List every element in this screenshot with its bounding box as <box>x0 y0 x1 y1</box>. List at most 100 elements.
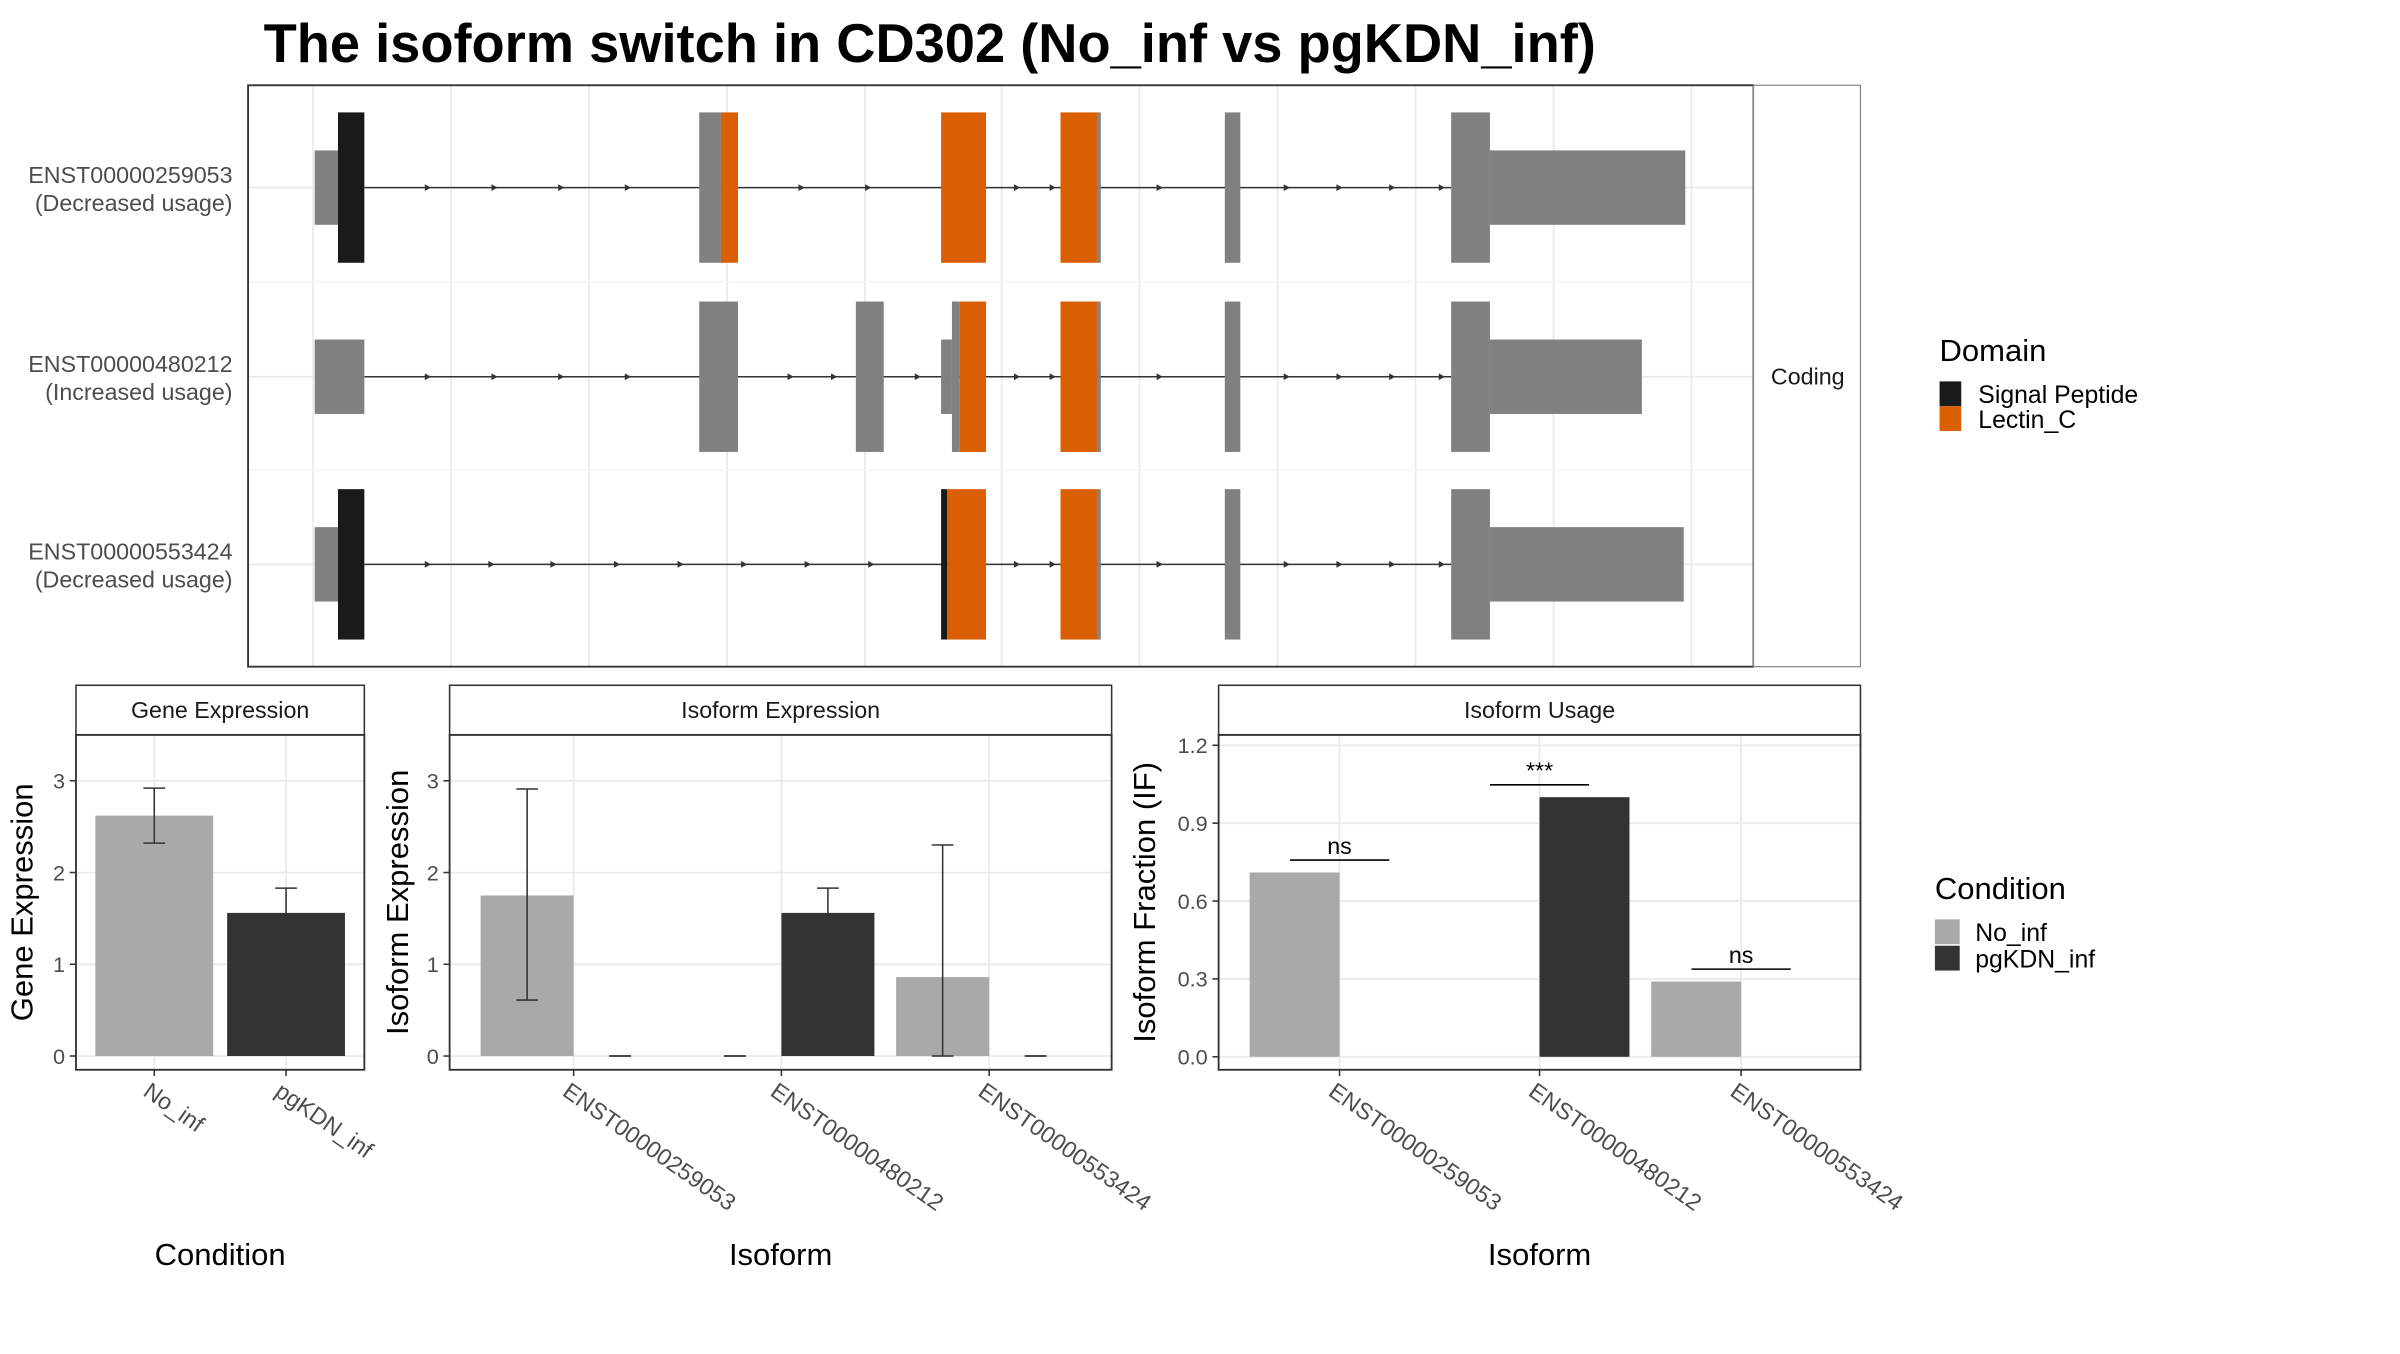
x-tick-label: ENST00000553424 <box>974 1077 1156 1215</box>
coding-strip-label: Coding <box>1771 363 1845 389</box>
strand-arrow <box>624 184 632 192</box>
strand-arrow <box>868 560 875 568</box>
x-tick-label: ENST00000259053 <box>558 1077 740 1215</box>
isoform-usage-panel: Isoform Usage 0.0 0.3 0.6 0.9 1.2 ns *** ns ENST0… <box>1127 684 1908 1272</box>
signal-peptide-exon <box>337 112 365 263</box>
y-axis-title: Isoform Fraction (IF) <box>1127 762 1162 1043</box>
coding-exon <box>1451 301 1490 452</box>
coding-exon <box>855 301 884 452</box>
y-tick-label: 0.9 <box>1178 811 1208 836</box>
isoform-id-label: ENST00000480212 <box>28 351 232 377</box>
strand-arrow <box>491 373 498 381</box>
strand-arrow <box>1283 373 1290 381</box>
utr-exon <box>1489 150 1686 225</box>
lectin-c-exon <box>1060 112 1098 263</box>
lectin-c-exon <box>959 301 987 452</box>
y-tick-label: 0 <box>427 1044 439 1069</box>
y-tick-label: 2 <box>53 860 65 885</box>
condition-legend-title: Condition <box>1935 871 2066 906</box>
isoform-track <box>314 489 1684 640</box>
utr-exon <box>314 150 338 225</box>
x-axis-title: Condition <box>155 1237 286 1272</box>
significance-label: *** <box>1526 758 1553 784</box>
bar <box>1651 981 1742 1057</box>
strand-arrow <box>424 560 432 568</box>
strand-arrow <box>1013 560 1021 568</box>
pgkdn-inf-legend-key <box>1934 945 1960 971</box>
x-tick-label: No_inf <box>139 1077 209 1137</box>
structure-isoforms <box>314 112 1686 640</box>
x-tick-label: pgKDN_inf <box>271 1077 378 1163</box>
strand-arrow <box>787 373 794 381</box>
y-tick-label: 3 <box>427 769 439 794</box>
y-axis-title: Isoform Expression <box>380 770 415 1035</box>
signal-peptide-exon <box>941 489 948 640</box>
isoform-usage-label: (Decreased usage) <box>35 190 233 216</box>
pgkdn-inf-legend-label: pgKDN_inf <box>1975 946 2095 973</box>
strand-arrow <box>1049 373 1056 381</box>
x-tick-label: ENST00000480212 <box>1524 1077 1706 1215</box>
strand-arrow <box>1389 373 1396 381</box>
gene-expression-panel: Gene Expression 0 1 2 3 No_inf pgKDN_inf Condit… <box>5 684 378 1272</box>
strand-arrow <box>1156 560 1163 568</box>
isoform-labels: ENST00000259053(Decreased usage)ENST0000… <box>28 162 232 593</box>
panel-title: Gene Expression <box>131 697 309 723</box>
strand-arrow <box>1013 184 1021 192</box>
utr-exon <box>941 339 952 414</box>
bar <box>95 815 214 1057</box>
strand-arrow <box>804 560 811 568</box>
coding-exon <box>1097 112 1101 263</box>
isoform-id-label: ENST00000553424 <box>28 539 232 565</box>
strand-arrow <box>1283 560 1290 568</box>
lectin-c-exon <box>941 112 987 263</box>
strand-arrow <box>1283 184 1290 192</box>
strand-arrow <box>1438 560 1445 568</box>
no-inf-legend-label: No_inf <box>1975 920 2047 947</box>
panel-strip <box>1217 684 1862 736</box>
coding-exon <box>1097 489 1101 640</box>
strand-arrow <box>550 560 557 568</box>
coding-strip <box>1752 84 1862 668</box>
panel-border <box>75 733 366 1071</box>
strand-arrow <box>677 560 684 568</box>
x-axis-title: Isoform <box>729 1237 832 1272</box>
utr-exon <box>314 339 365 414</box>
strand-arrow <box>914 373 921 381</box>
utr-exon <box>314 527 338 602</box>
lectin-c-exon <box>720 112 738 263</box>
lectin-c-exon <box>1060 489 1098 640</box>
strand-arrow <box>613 560 621 568</box>
y-tick-label: 0.0 <box>1178 1045 1208 1070</box>
x-tick-label: ENST00000553424 <box>1726 1077 1908 1215</box>
strand-arrow <box>1049 560 1056 568</box>
lectin-c-exon <box>947 489 987 640</box>
coding-exon <box>1224 301 1241 452</box>
lectin-c-legend-label: Lectin_C <box>1978 407 2076 434</box>
strand-arrow <box>558 184 565 192</box>
bar <box>1249 872 1340 1057</box>
strand-arrow <box>1156 184 1163 192</box>
signal-peptide-legend-key <box>1939 381 1962 407</box>
domain-legend-title: Domain <box>1940 333 2047 368</box>
coding-exon <box>1451 489 1490 640</box>
strand-arrow <box>1438 373 1445 381</box>
coding-exon <box>1224 489 1241 640</box>
strand-arrow <box>491 184 498 192</box>
strand-arrow <box>1389 184 1396 192</box>
isoform-track <box>314 301 1642 452</box>
coding-exon <box>1451 112 1490 263</box>
strand-arrow <box>1336 184 1343 192</box>
coding-exon <box>699 112 721 263</box>
signal-peptide-legend-label: Signal Peptide <box>1978 382 2138 409</box>
gene-structure-panel: Coding ENST00000259053(Decreased usage)E… <box>28 84 1862 668</box>
domain-legend: Domain Signal Peptide Lectin_C <box>1939 333 2138 434</box>
panel-strip <box>448 684 1113 736</box>
strand-arrow <box>1438 184 1445 192</box>
strand-arrow <box>488 560 495 568</box>
y-tick-label: 1 <box>53 952 65 977</box>
y-tick-label: 2 <box>427 860 439 885</box>
isoform-usage-label: (Increased usage) <box>45 379 232 405</box>
